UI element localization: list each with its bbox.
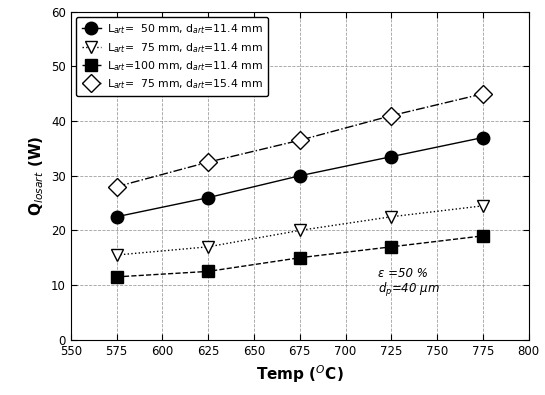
L$_{art}$=  75 mm, d$_{art}$=11.4 mm <box>480 203 486 208</box>
L$_{art}$=  75 mm, d$_{art}$=15.4 mm <box>113 184 120 189</box>
L$_{art}$=  75 mm, d$_{art}$=15.4 mm <box>296 138 303 143</box>
Legend: L$_{art}$=  50 mm, d$_{art}$=11.4 mm, L$_{art}$=  75 mm, d$_{art}$=11.4 mm, L$_{: L$_{art}$= 50 mm, d$_{art}$=11.4 mm, L$_… <box>76 17 268 96</box>
L$_{art}$=  75 mm, d$_{art}$=11.4 mm <box>205 245 211 249</box>
L$_{art}$=100 mm, d$_{art}$=11.4 mm <box>113 275 120 279</box>
L$_{art}$=100 mm, d$_{art}$=11.4 mm <box>388 245 395 249</box>
X-axis label: Temp ($^O$C): Temp ($^O$C) <box>256 363 343 385</box>
Y-axis label: Q$_{losart}$ (W): Q$_{losart}$ (W) <box>27 135 46 216</box>
L$_{art}$=100 mm, d$_{art}$=11.4 mm <box>480 233 486 238</box>
L$_{art}$=  75 mm, d$_{art}$=15.4 mm <box>480 91 486 96</box>
Line: L$_{art}$=  75 mm, d$_{art}$=15.4 mm: L$_{art}$= 75 mm, d$_{art}$=15.4 mm <box>111 88 489 193</box>
Line: L$_{art}$=  50 mm, d$_{art}$=11.4 mm: L$_{art}$= 50 mm, d$_{art}$=11.4 mm <box>111 131 489 223</box>
Line: L$_{art}$=  75 mm, d$_{art}$=11.4 mm: L$_{art}$= 75 mm, d$_{art}$=11.4 mm <box>111 199 489 261</box>
L$_{art}$=  75 mm, d$_{art}$=11.4 mm <box>296 228 303 233</box>
L$_{art}$=  50 mm, d$_{art}$=11.4 mm <box>480 135 486 140</box>
L$_{art}$=  75 mm, d$_{art}$=15.4 mm <box>388 113 395 118</box>
L$_{art}$=  75 mm, d$_{art}$=11.4 mm <box>388 214 395 219</box>
L$_{art}$=  50 mm, d$_{art}$=11.4 mm <box>113 214 120 219</box>
L$_{art}$=100 mm, d$_{art}$=11.4 mm <box>296 256 303 260</box>
L$_{art}$=100 mm, d$_{art}$=11.4 mm <box>205 269 211 274</box>
Text: d$_p$=40 μm: d$_p$=40 μm <box>378 281 440 299</box>
L$_{art}$=  50 mm, d$_{art}$=11.4 mm <box>296 173 303 178</box>
L$_{art}$=  50 mm, d$_{art}$=11.4 mm <box>388 154 395 159</box>
L$_{art}$=  50 mm, d$_{art}$=11.4 mm <box>205 195 211 200</box>
Text: ε =50 %: ε =50 % <box>378 267 428 280</box>
L$_{art}$=  75 mm, d$_{art}$=15.4 mm <box>205 160 211 164</box>
L$_{art}$=  75 mm, d$_{art}$=11.4 mm <box>113 253 120 258</box>
Line: L$_{art}$=100 mm, d$_{art}$=11.4 mm: L$_{art}$=100 mm, d$_{art}$=11.4 mm <box>111 230 488 282</box>
